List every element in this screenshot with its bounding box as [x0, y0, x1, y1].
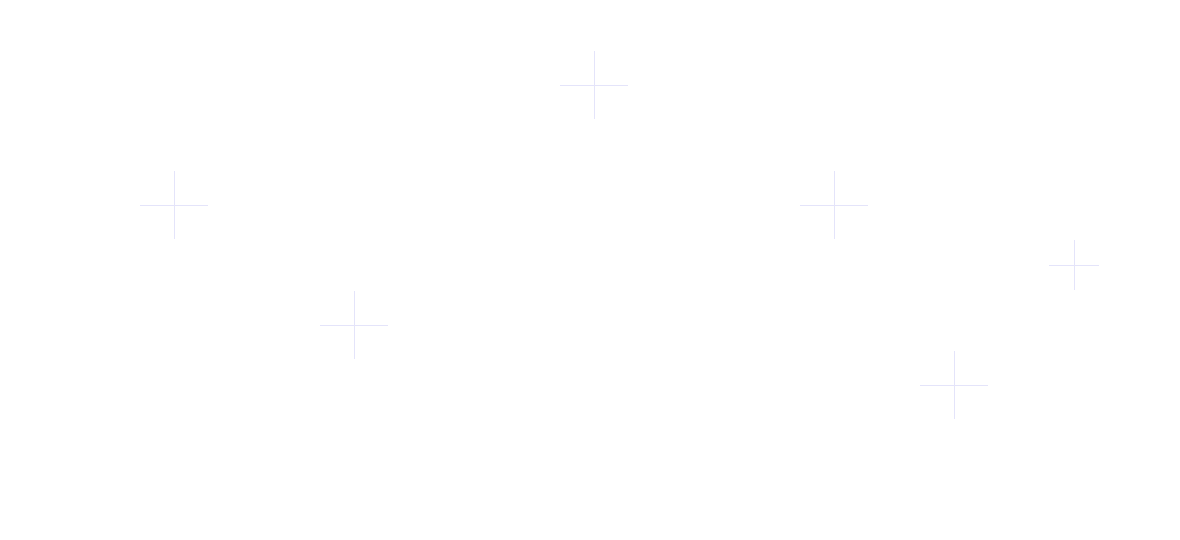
plus-icon	[140, 171, 208, 239]
plus-icon	[560, 51, 628, 119]
plus-icon	[320, 291, 388, 359]
plus-icon	[1049, 240, 1099, 290]
plus-icon	[920, 351, 988, 419]
plus-icon	[800, 171, 868, 239]
